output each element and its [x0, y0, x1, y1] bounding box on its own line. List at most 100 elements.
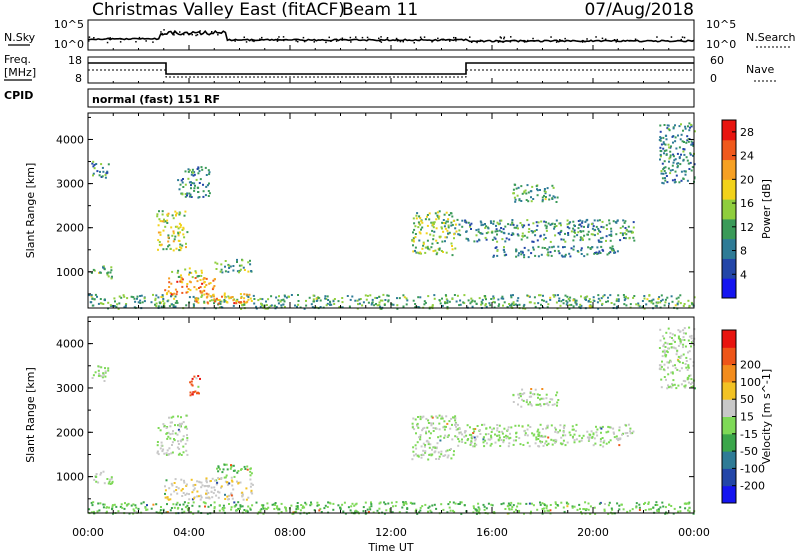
- heatmap-cell: [184, 183, 187, 186]
- heatmap-cell: [194, 277, 197, 279]
- heatmap-cell: [555, 225, 558, 227]
- heatmap-cell: [484, 303, 487, 306]
- heatmap-cell: [108, 506, 110, 509]
- heatmap-cell: [231, 296, 234, 298]
- heatmap-cell: [600, 297, 603, 300]
- heatmap-cell: [110, 476, 113, 479]
- heatmap-cell: [673, 383, 676, 386]
- heatmap-cell: [178, 424, 181, 427]
- heatmap-cell: [107, 271, 110, 274]
- heatmap-cell: [178, 222, 181, 225]
- heatmap-cell: [685, 156, 688, 159]
- heatmap-cell: [593, 506, 596, 509]
- heatmap-cell: [501, 295, 504, 298]
- heatmap-cell: [571, 428, 574, 431]
- nsearch-point: [106, 41, 109, 44]
- heatmap-cell: [163, 220, 166, 222]
- heatmap-cell: [490, 503, 493, 506]
- colorbar-tick-label: -100: [740, 462, 765, 475]
- heatmap-cell: [251, 492, 254, 495]
- nsearch-point: [251, 40, 254, 42]
- heatmap-cell: [526, 399, 528, 402]
- heatmap-cell: [558, 297, 561, 300]
- heatmap-cell: [178, 430, 181, 433]
- heatmap-cell: [96, 170, 99, 173]
- heatmap-cell: [671, 372, 674, 375]
- heatmap-cell: [431, 448, 433, 451]
- heatmap-cell: [207, 293, 210, 296]
- heatmap-cell: [580, 304, 583, 307]
- heatmap-cell: [241, 491, 244, 494]
- heatmap-cell: [554, 234, 557, 237]
- heatmap-cell: [240, 264, 243, 267]
- heatmap-cell: [683, 141, 685, 143]
- heatmap-cell: [198, 170, 201, 173]
- heatmap-cell: [227, 295, 230, 298]
- heatmap-cell: [669, 146, 672, 149]
- heatmap-cell: [573, 439, 576, 442]
- heatmap-cell: [448, 420, 451, 423]
- heatmap-cell: [180, 224, 182, 227]
- heatmap-cell: [140, 502, 143, 505]
- heatmap-cell: [564, 232, 566, 235]
- heatmap-cell: [596, 252, 599, 255]
- heatmap-cell: [411, 239, 414, 242]
- heatmap-cell: [539, 403, 542, 406]
- heatmap-cell: [98, 365, 101, 368]
- heatmap-cells: [88, 326, 696, 515]
- heatmap-cell: [339, 506, 341, 509]
- heatmap-cell: [414, 246, 417, 249]
- heatmap-cell: [438, 248, 441, 251]
- heatmap-cell: [92, 160, 95, 163]
- heatmap-cell: [471, 435, 474, 438]
- heatmap-cell: [629, 303, 632, 306]
- heatmap-cell: [428, 505, 431, 508]
- heatmap-cell: [296, 305, 298, 308]
- heatmap-cell: [491, 428, 494, 431]
- heatmap-cell: [199, 498, 202, 501]
- heatmap-cell: [92, 374, 95, 377]
- heatmap-cell: [460, 512, 463, 515]
- heatmap-cell: [644, 509, 647, 511]
- heatmap-cell: [613, 432, 615, 435]
- heatmap-cell: [231, 497, 234, 500]
- heatmap-cell: [446, 220, 449, 223]
- heatmap-cell: [523, 392, 526, 395]
- heatmap-cell: [469, 224, 472, 227]
- heatmap-cell: [678, 125, 681, 128]
- heatmap-cell: [326, 302, 329, 305]
- heatmap-cell: [582, 230, 585, 233]
- heatmap-cell: [324, 295, 327, 298]
- heatmap-cell: [120, 296, 123, 299]
- heatmap-cell: [542, 299, 545, 302]
- heatmap-cell: [107, 275, 110, 278]
- heatmap-cell: [317, 504, 320, 506]
- heatmap-cell: [157, 224, 160, 227]
- heatmap-cell: [103, 482, 106, 485]
- heatmap-cell: [337, 504, 340, 507]
- heatmap-cell: [572, 239, 575, 242]
- heatmap-cell: [562, 302, 565, 305]
- heatmap-cell: [473, 442, 476, 445]
- heatmap-cell: [677, 162, 680, 165]
- nsearch-point: [670, 36, 673, 38]
- heatmap-cell: [419, 296, 422, 299]
- heatmap-cell: [667, 384, 669, 387]
- heatmap-cell: [682, 353, 685, 356]
- nsky-line: [87, 29, 695, 43]
- heatmap-cell: [622, 294, 625, 296]
- heatmap-cell: [661, 335, 664, 338]
- heatmap-cell: [230, 476, 233, 479]
- heatmap-cell: [255, 305, 258, 308]
- heatmap-cell: [462, 301, 465, 304]
- heatmap-cell: [580, 237, 583, 240]
- heatmap-cell: [107, 163, 110, 166]
- heatmap-cell: [684, 386, 687, 389]
- heatmap-cell: [624, 237, 627, 240]
- heatmap-cell: [417, 296, 420, 299]
- heatmap-cell: [420, 220, 423, 223]
- heatmap-cell: [593, 234, 596, 237]
- heatmap-cell: [413, 428, 416, 431]
- heatmap-cell: [564, 253, 567, 256]
- nsearch-point: [355, 36, 357, 38]
